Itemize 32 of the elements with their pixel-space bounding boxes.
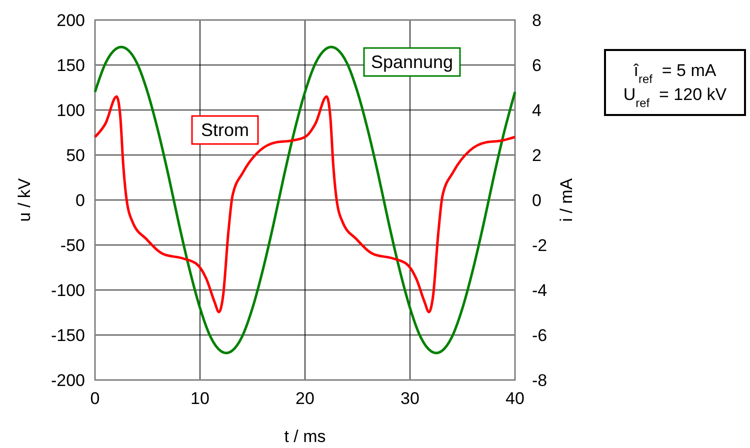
line-series	[94, 46, 516, 354]
y2-tick-label: -8	[532, 371, 548, 390]
series-label: Strom	[200, 120, 250, 140]
y-tick-label: 50	[66, 146, 85, 165]
text: U$_{ref}$ = 120 kV	[623, 85, 728, 110]
y2-tick-label: 4	[532, 101, 542, 120]
y-tick-label: 0	[76, 191, 85, 210]
x-tick-label: 20	[296, 389, 314, 408]
y-tick-label: -200	[50, 371, 85, 390]
y2-axis-title: i / mA	[557, 178, 576, 222]
y2-tick-label: 2	[532, 146, 542, 165]
x-tick-label: 40	[506, 389, 524, 408]
series-label: Spannung	[370, 52, 454, 72]
y2-tick-label: 0	[532, 191, 542, 210]
y2-tick-label: -2	[532, 236, 548, 255]
x-tick-label: 30	[400, 389, 420, 408]
x-tick-label: 0	[90, 389, 100, 408]
text: î$_{ref}$ = 5 mA	[632, 61, 717, 86]
y2-tick-label: 6	[532, 56, 542, 75]
x-tick-label: 10	[190, 389, 210, 408]
y-tick-label: -100	[50, 281, 85, 300]
line-series	[94, 95, 516, 314]
y-tick-label: 150	[56, 56, 85, 75]
y2-tick-label: -6	[532, 326, 548, 345]
y-tick-label: -150	[50, 326, 85, 345]
y-tick-label: 200	[56, 11, 85, 30]
y2-tick-label: 8	[532, 11, 542, 30]
y-tick-label: -50	[60, 236, 85, 255]
y-axis-title: u / kV	[15, 178, 34, 222]
x-axis-title: t / ms	[284, 427, 326, 446]
y2-tick-label: -4	[532, 281, 548, 300]
y-tick-label: 100	[56, 101, 85, 120]
